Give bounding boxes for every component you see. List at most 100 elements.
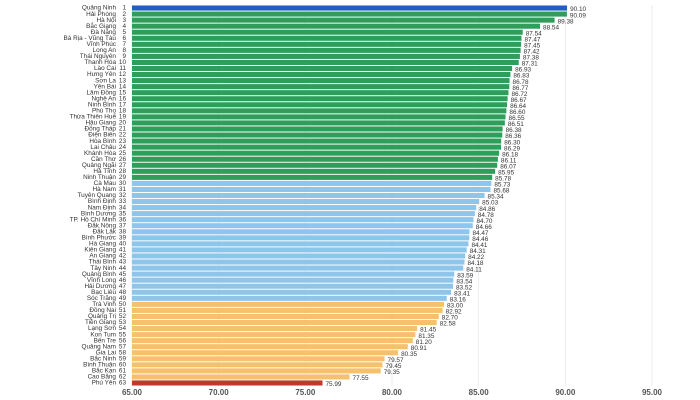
rank-label: 57 bbox=[119, 343, 127, 350]
value-label: 86.38 bbox=[506, 127, 522, 134]
value-label: 86.11 bbox=[501, 157, 517, 164]
rank-label: 13 bbox=[119, 77, 127, 84]
bar bbox=[132, 211, 475, 217]
value-label: 84.11 bbox=[466, 266, 482, 273]
value-label: 86.18 bbox=[502, 151, 518, 158]
rank-label: 9 bbox=[122, 53, 126, 60]
value-label: 88.54 bbox=[543, 24, 559, 31]
value-label: 86.30 bbox=[504, 139, 520, 146]
bar bbox=[132, 338, 413, 344]
category-label: Phú Yên bbox=[92, 380, 117, 387]
value-label: 86.83 bbox=[513, 73, 529, 80]
category-label: Kiên Giang bbox=[84, 247, 116, 254]
value-label: 83.54 bbox=[456, 278, 472, 285]
category-label: Ninh Bình bbox=[88, 101, 117, 108]
bar bbox=[132, 277, 454, 283]
bar bbox=[132, 78, 510, 84]
rank-label: 50 bbox=[119, 301, 127, 308]
value-label: 87.45 bbox=[524, 42, 540, 49]
bar bbox=[132, 132, 503, 138]
rank-label: 16 bbox=[119, 95, 127, 102]
rank-label: 32 bbox=[119, 192, 127, 199]
category-label: Đà Nẵng bbox=[91, 27, 117, 36]
rank-label: 12 bbox=[119, 71, 127, 78]
rank-label: 34 bbox=[119, 204, 127, 211]
rank-label: 17 bbox=[119, 101, 127, 108]
category-label: Hà Tĩnh bbox=[93, 168, 116, 175]
value-label: 83.16 bbox=[450, 296, 466, 303]
bar bbox=[132, 120, 505, 126]
rank-label: 35 bbox=[119, 210, 127, 217]
rank-label: 58 bbox=[119, 349, 127, 356]
rank-label: 24 bbox=[119, 144, 127, 151]
bar bbox=[132, 17, 555, 23]
rank-label: 27 bbox=[119, 162, 127, 169]
category-label: Cao Bằng bbox=[88, 372, 117, 381]
value-label: 86.93 bbox=[515, 67, 531, 74]
value-label: 87.31 bbox=[522, 61, 538, 68]
category-label: Ninh Thuận bbox=[83, 174, 116, 181]
value-label: 75.99 bbox=[325, 381, 341, 388]
value-label: 82.70 bbox=[442, 315, 458, 322]
bar bbox=[132, 235, 470, 241]
rank-label: 29 bbox=[119, 174, 127, 181]
bar bbox=[132, 168, 496, 174]
bar bbox=[132, 319, 437, 326]
bar bbox=[132, 223, 473, 229]
value-label: 86.07 bbox=[500, 163, 516, 170]
bar bbox=[132, 150, 500, 156]
value-label: 82.58 bbox=[440, 321, 456, 328]
bar bbox=[132, 332, 416, 338]
x-tick-label: 80.00 bbox=[382, 388, 403, 397]
value-label: 87.38 bbox=[523, 55, 539, 62]
bar bbox=[132, 5, 568, 11]
category-label: Quảng Nam bbox=[82, 343, 116, 350]
rank-label: 7 bbox=[122, 41, 126, 48]
rank-label: 21 bbox=[119, 126, 127, 133]
bar bbox=[132, 11, 567, 17]
rank-label: 8 bbox=[122, 47, 126, 54]
bar bbox=[132, 350, 399, 356]
rank-label: 10 bbox=[119, 59, 127, 66]
category-label: An Giang bbox=[89, 253, 116, 260]
rank-label: 3 bbox=[122, 17, 126, 24]
category-label: Hậu Giang bbox=[85, 120, 116, 127]
category-label: Lào Cai bbox=[94, 65, 116, 72]
category-label: Bắc Kạn bbox=[92, 366, 117, 375]
category-label: Sóc Trăng bbox=[87, 295, 117, 302]
bar bbox=[132, 241, 469, 247]
bar bbox=[132, 108, 507, 114]
bar bbox=[132, 23, 541, 29]
rank-label: 47 bbox=[119, 283, 127, 290]
rank-label: 22 bbox=[119, 132, 127, 139]
value-label: 84.86 bbox=[479, 206, 495, 213]
x-tick-label: 75.00 bbox=[295, 388, 316, 397]
rank-label: 31 bbox=[119, 186, 127, 193]
category-label: Vĩnh Long bbox=[87, 277, 117, 284]
category-label: Đắk Nông bbox=[88, 220, 117, 229]
category-label: Phú Thọ bbox=[92, 108, 116, 115]
value-label: 85.03 bbox=[482, 200, 498, 207]
value-label: 85.78 bbox=[495, 176, 511, 183]
rank-label: 20 bbox=[119, 120, 127, 127]
category-label: Thanh Hóa bbox=[84, 59, 116, 66]
value-label: 84.66 bbox=[476, 224, 492, 231]
rank-label: 53 bbox=[119, 319, 127, 326]
bar bbox=[132, 295, 447, 301]
value-label: 83.59 bbox=[457, 272, 473, 279]
rank-label: 33 bbox=[119, 198, 127, 205]
value-label: 86.77 bbox=[512, 85, 528, 92]
value-label: 84.31 bbox=[470, 248, 486, 255]
category-label: Bà Rịa - Vũng Tàu bbox=[64, 35, 117, 42]
rank-label: 5 bbox=[122, 29, 126, 36]
rank-label: 30 bbox=[119, 180, 127, 187]
category-label: Kon Tum bbox=[90, 331, 116, 338]
value-label: 85.68 bbox=[493, 188, 509, 195]
rank-label: 56 bbox=[119, 337, 127, 344]
x-tick-label: 95.00 bbox=[642, 388, 663, 397]
value-label: 87.42 bbox=[524, 49, 540, 56]
rank-label: 6 bbox=[122, 35, 126, 42]
category-label: Bắc Ninh bbox=[90, 353, 116, 362]
value-label: 82.92 bbox=[446, 309, 462, 316]
bar bbox=[132, 271, 455, 277]
